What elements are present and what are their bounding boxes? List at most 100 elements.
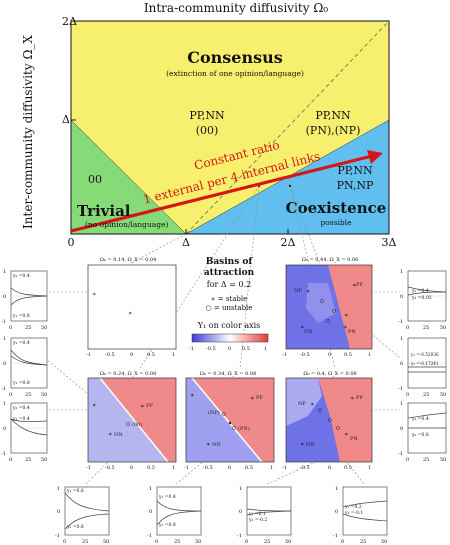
svg-text:-1: -1 <box>282 465 287 471</box>
consensus-title: Consensus <box>187 48 283 67</box>
svg-text:-1: -1 <box>189 346 194 352</box>
y-tick-delta: Δ <box>62 113 70 126</box>
ts-right-1-a: y₁ =0.4 <box>412 289 429 294</box>
ts-left-2-b: y₁ =0.8 <box>13 381 30 386</box>
svg-text:0: 0 <box>3 426 6 432</box>
svg-text:25: 25 <box>360 539 366 545</box>
svg-text:0: 0 <box>328 465 331 471</box>
timeseries-right-1: 10-1 0 25 50 <box>398 269 446 331</box>
svg-text:50: 50 <box>41 392 47 398</box>
panel-top-left-title: Ω₀ = 0.14, Ω_X = 0.04 <box>99 257 157 263</box>
svg-text:0: 0 <box>9 457 12 463</box>
svg-text:0: 0 <box>228 346 231 352</box>
svg-text:∗: ∗ <box>300 324 304 331</box>
svg-text:∗: ∗ <box>92 402 96 409</box>
svg-text:∗: ∗ <box>300 441 304 448</box>
ts-left-3-b: y₁ =0.4 <box>13 417 30 422</box>
svg-text:0.5: 0.5 <box>147 352 155 358</box>
ts-bottom-4-a: y₁ =0.2 <box>345 505 362 510</box>
arrow-head <box>367 150 383 164</box>
svg-text:50: 50 <box>381 539 387 545</box>
svg-text:0.5: 0.5 <box>245 465 253 471</box>
svg-text:25: 25 <box>264 539 270 545</box>
svg-text:∗: ∗ <box>190 392 194 399</box>
ts-right-2-b: y₂ =-0.17241 <box>411 361 439 366</box>
pp-label-br: PP <box>356 395 363 401</box>
svg-text:1: 1 <box>400 401 403 407</box>
svg-text:0: 0 <box>155 539 158 545</box>
svg-text:0: 0 <box>400 426 403 432</box>
svg-text:1: 1 <box>368 465 371 471</box>
pp-label-bl: PP <box>146 403 153 409</box>
panel-bottom-left-title: Ω₀ = 0.24, Ω_X = 0.08 <box>99 371 157 377</box>
svg-text:1: 1 <box>149 486 152 492</box>
svg-text:25: 25 <box>423 392 429 398</box>
svg-text:0: 0 <box>130 352 133 358</box>
svg-text:-0.5: -0.5 <box>105 465 115 471</box>
x-tick-delta: Δ <box>182 236 190 249</box>
ts-right-2-a: y₁ =-0.52036 <box>411 352 439 357</box>
svg-text:0: 0 <box>341 539 344 545</box>
ts-bottom-3-a: y₁ =0.1 <box>249 512 266 517</box>
svg-text:-1: -1 <box>184 465 189 471</box>
basin-panel-bottom-right: ∗ PP ∗ NP ∗ PN ∗ NN -1 -0.5 0 0.5 1 <box>282 377 373 471</box>
svg-text:-0.5: -0.5 <box>105 352 115 358</box>
svg-text:∗: ∗ <box>350 395 354 402</box>
pn-label-br: PN <box>350 436 358 442</box>
svg-text:-1: -1 <box>282 352 287 358</box>
timeseries-right-2: 10-1 0 25 50 <box>398 336 446 398</box>
svg-text:0.5: 0.5 <box>242 346 250 352</box>
svg-text:1: 1 <box>3 401 6 407</box>
timeseries-bottom-3: 10-1 0 25 50 <box>237 486 291 545</box>
svg-text:∗: ∗ <box>344 312 348 319</box>
svg-text:50: 50 <box>41 325 47 331</box>
svg-text:∗: ∗ <box>352 282 356 289</box>
ts-left-2-a: y₂ =0.4 <box>13 341 30 346</box>
svg-text:∗: ∗ <box>310 401 314 408</box>
svg-text:-1: -1 <box>1 386 6 392</box>
constant-ratio-arrow <box>70 154 373 233</box>
x-tick-3delta: 3Δ <box>381 236 397 249</box>
pn-label-tr: PN <box>348 329 356 335</box>
svg-text:0: 0 <box>239 509 242 515</box>
svg-text:0: 0 <box>63 539 66 545</box>
ts-bottom-3-b: y₂ =-0.2 <box>249 518 268 523</box>
svg-text:-1: -1 <box>398 386 403 392</box>
svg-text:∗: ∗ <box>108 431 112 438</box>
ts-right-3-a: y₁ =0.4 <box>412 417 429 422</box>
svg-text:0: 0 <box>400 294 403 300</box>
pp-label-tr: PP <box>356 282 363 288</box>
coexistence-title: Coexistence <box>285 199 387 217</box>
timeseries-right-3: 10-1 0 25 50 <box>398 401 446 463</box>
trivial-subtitle: (no opinion/language) <box>85 220 169 229</box>
timeseries-left-3: 10-1 0 25 50 <box>1 401 47 463</box>
zero-label-bl: (00) <box>132 421 142 428</box>
svg-text:0: 0 <box>149 509 152 515</box>
unstable-legend: ○ = unstable <box>205 304 253 312</box>
nn-label-tr: NN <box>304 329 313 335</box>
svg-text:1: 1 <box>172 352 175 358</box>
svg-text:25: 25 <box>25 392 31 398</box>
basins-title-1: Basins of <box>205 257 253 267</box>
svg-text:50: 50 <box>440 457 446 463</box>
y-tick-2delta: 2Δ <box>62 15 77 28</box>
consensus-left-states: PP,NN <box>189 109 225 122</box>
svg-text:25: 25 <box>423 457 429 463</box>
svg-text:0: 0 <box>3 361 6 367</box>
consensus-region <box>71 21 389 234</box>
svg-text:0: 0 <box>3 294 6 300</box>
coexistence-states-2: PN,NP <box>336 179 374 192</box>
svg-text:1: 1 <box>400 269 403 275</box>
diagonal-dashed-line <box>185 20 390 235</box>
x-tick-0: 0 <box>67 236 75 249</box>
svg-text:-1: -1 <box>55 533 60 539</box>
svg-text:0: 0 <box>9 392 12 398</box>
svg-text:∗: ∗ <box>344 431 348 438</box>
svg-text:-0.5: -0.5 <box>300 352 310 358</box>
svg-text:25: 25 <box>82 539 88 545</box>
svg-text:50: 50 <box>103 539 109 545</box>
svg-text:0: 0 <box>328 352 331 358</box>
svg-text:∗: ∗ <box>92 291 96 298</box>
basin-panel-top-right: ∗ PP ∗ NP ∗ ∗ PN ∗ NN -1 -0.5 0 0.5 1 <box>282 264 373 358</box>
